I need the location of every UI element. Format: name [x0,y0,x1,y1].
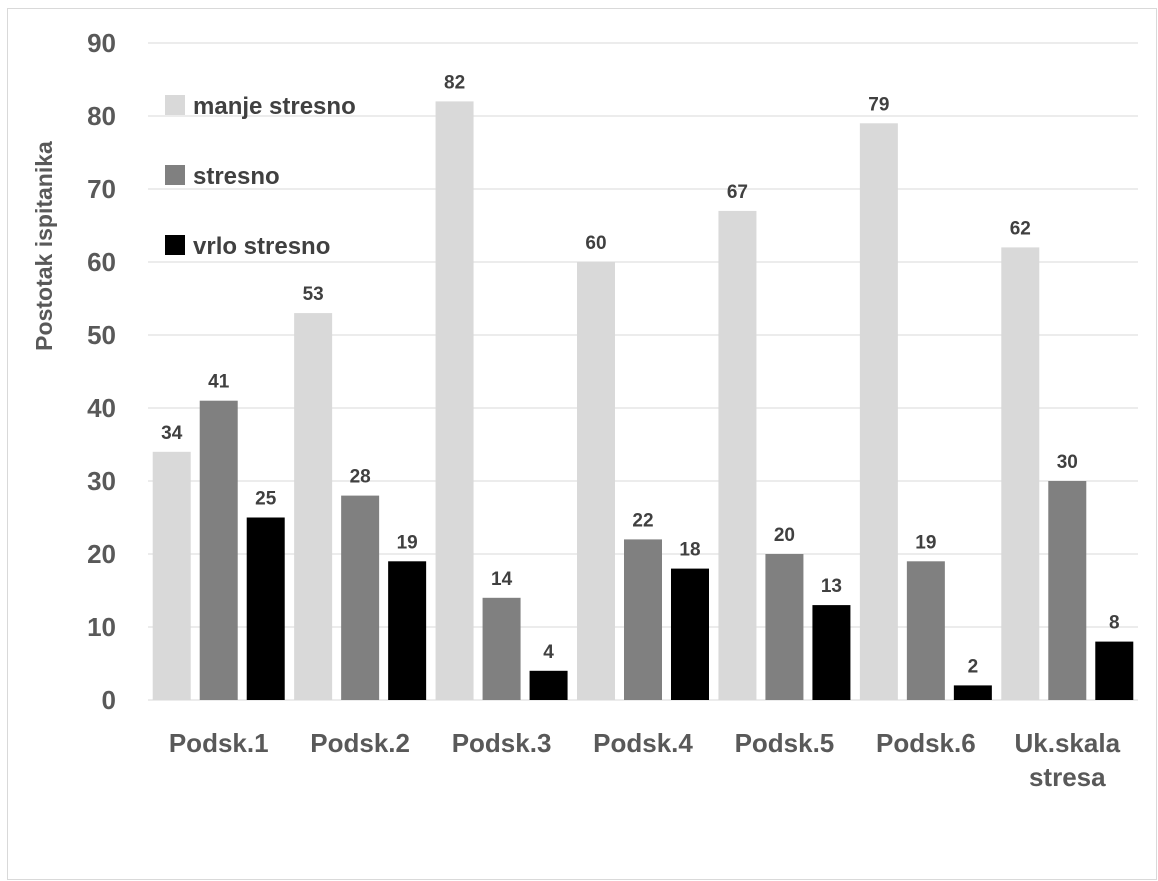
bar [482,597,521,700]
data-label: 28 [350,467,371,488]
y-tick-label: 70 [87,174,116,204]
y-tick-label: 50 [87,320,116,350]
x-tick-label: Podsk.3 [452,728,552,758]
bar [812,605,851,700]
data-label: 8 [1109,613,1120,634]
y-tick-label: 40 [87,393,116,423]
y-tick-label: 10 [87,612,116,642]
bar [1048,481,1087,700]
y-tick-label: 30 [87,466,116,496]
data-label: 4 [543,642,554,663]
bar [953,685,992,700]
legend-label: stresno [193,163,280,190]
x-tick-label: Podsk.2 [310,728,410,758]
y-tick-label: 80 [87,101,116,131]
data-label: 62 [1010,218,1031,239]
data-label: 19 [397,532,418,553]
legend-swatch [165,95,185,115]
legend-label: manje stresno [193,93,356,120]
bar [529,670,568,700]
bar [435,101,474,700]
y-tick-label: 0 [102,685,116,715]
legend-label: vrlo stresno [193,233,330,260]
bar [294,313,333,700]
data-label: 79 [868,94,889,115]
bar [859,123,898,701]
bar [765,554,804,700]
data-label: 22 [632,510,653,531]
data-label: 13 [821,576,842,597]
data-label: 14 [491,569,513,590]
bar [718,210,757,700]
x-tick-label: Podsk.5 [735,728,835,758]
data-label: 30 [1057,452,1078,473]
bar [388,561,427,700]
x-tick-label: Podsk.1 [169,728,269,758]
data-label: 41 [208,372,230,393]
data-label: 67 [727,182,748,203]
x-tick-label: stresa [1029,762,1106,792]
bar [152,451,191,700]
bar [906,561,945,700]
data-label: 18 [679,540,700,561]
bar [341,495,380,700]
y-tick-label: 60 [87,247,116,277]
y-axis-title: Postotak ispitanika [31,141,57,351]
bar [624,539,662,700]
bar [199,400,238,700]
data-label: 53 [303,284,324,305]
bar [1095,641,1134,700]
x-tick-label: Podsk.6 [876,728,976,758]
data-label: 25 [255,489,277,510]
bar [246,517,285,700]
bar [671,568,709,700]
data-label: 19 [915,532,936,553]
legend-swatch [165,165,185,185]
x-tick-label: Podsk.4 [593,728,693,758]
data-label: 20 [774,525,795,546]
data-label: 2 [968,656,979,677]
y-tick-label: 90 [87,28,116,58]
data-label: 82 [444,72,465,93]
bar [577,262,615,700]
y-tick-label: 20 [87,539,116,569]
data-label: 60 [585,233,606,254]
legend-swatch [165,235,185,255]
bar [1001,247,1040,700]
data-label: 34 [161,423,183,444]
x-tick-label: Uk.skala [1015,728,1121,758]
